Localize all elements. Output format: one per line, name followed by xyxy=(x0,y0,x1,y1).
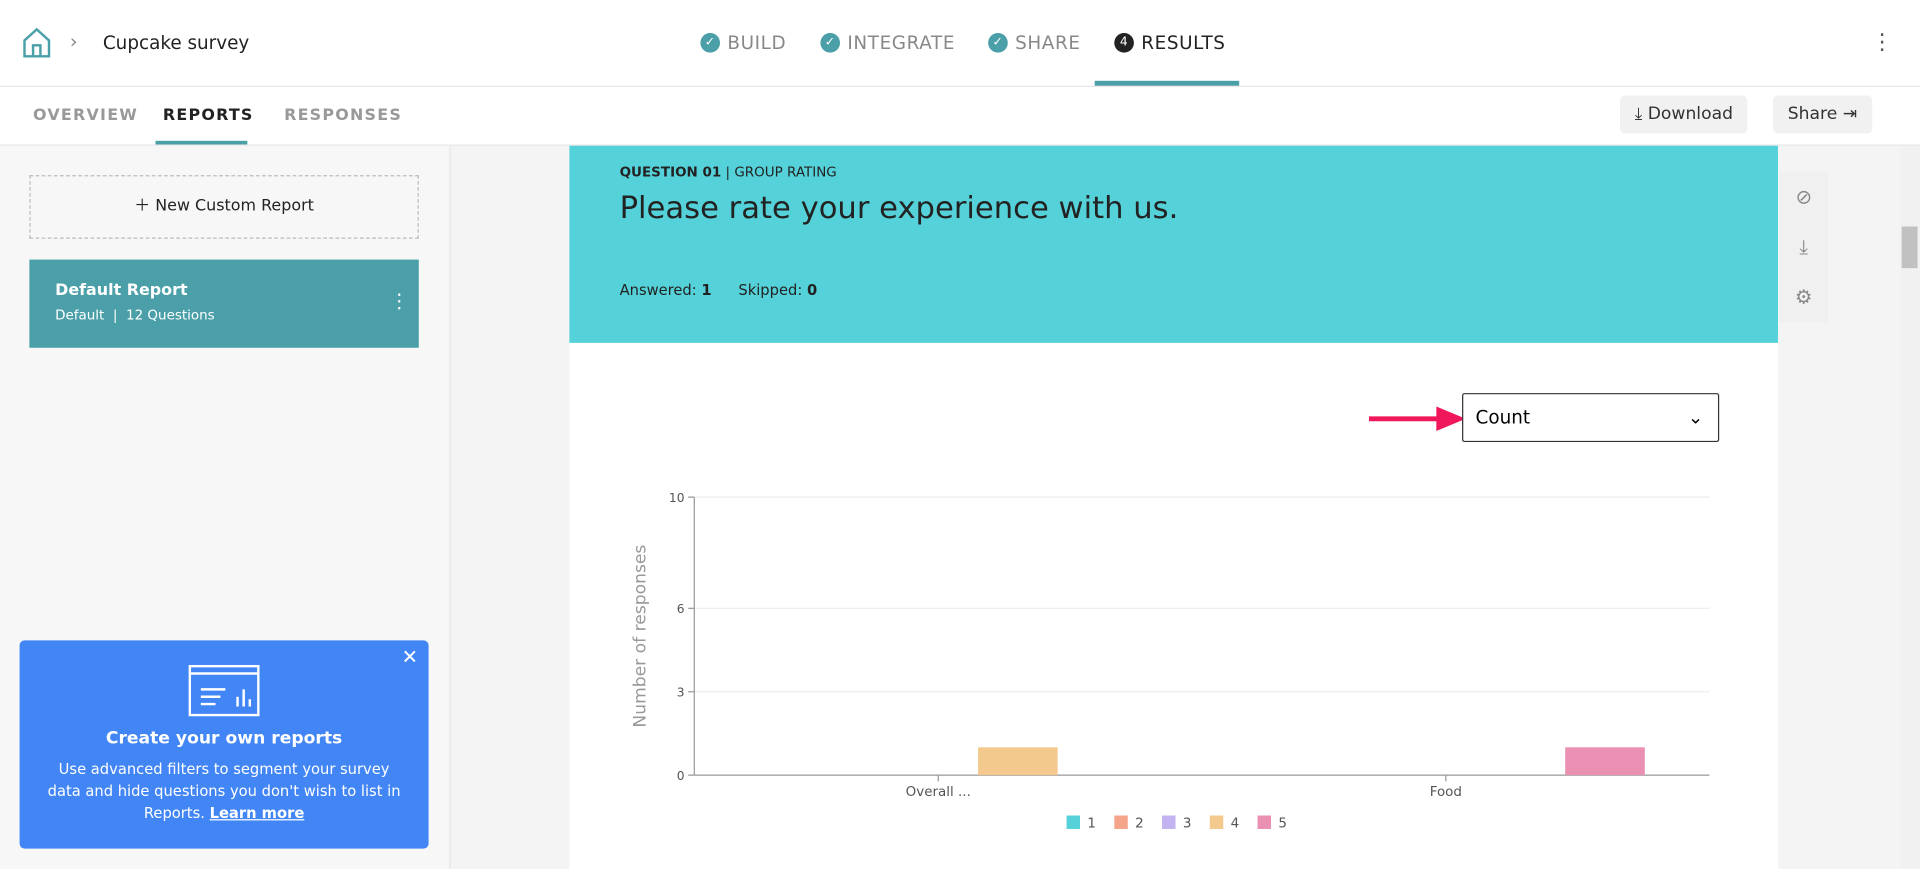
y-tick-label: 6 xyxy=(677,602,685,616)
tab-bar xyxy=(0,86,1920,146)
legend-swatch xyxy=(1066,815,1081,829)
legend-label: 5 xyxy=(1278,817,1287,832)
new-report-button[interactable]: ＋ New Custom Report xyxy=(29,175,419,239)
skipped-label: Skipped: xyxy=(738,281,803,299)
close-button[interactable]: ✕ xyxy=(401,645,419,669)
skipped-value: 0 xyxy=(806,281,818,299)
settings-button[interactable]: ⚙ xyxy=(1794,285,1813,309)
question-type: GROUP RATING xyxy=(734,164,837,181)
promo-title: Create your own reports xyxy=(105,728,343,749)
survey-name[interactable]: Cupcake survey xyxy=(102,31,250,54)
skipped: Skipped: 0 xyxy=(738,282,817,299)
promo-text: Use advanced filters to segment your sur… xyxy=(47,760,401,822)
button-label: New Custom Report xyxy=(155,197,314,216)
promo-body: Use advanced filters to segment your sur… xyxy=(42,758,407,824)
step-label: BUILD xyxy=(727,31,787,54)
home-icon[interactable] xyxy=(22,27,51,59)
step-label: SHARE xyxy=(1015,31,1081,54)
legend-label: 4 xyxy=(1231,817,1240,832)
arrow xyxy=(1368,406,1466,432)
legend-label: 3 xyxy=(1183,817,1192,832)
step[interactable]: ✓ SHARE xyxy=(988,32,1080,54)
y-tick-label: 3 xyxy=(677,686,685,700)
answered-value: 1 xyxy=(701,281,712,299)
share-button[interactable]: Share ⇥ xyxy=(1773,95,1872,134)
legend-label: 2 xyxy=(1135,817,1144,832)
question-tools: ⊘ ⤓ ⚙ xyxy=(1779,171,1829,323)
active-underline xyxy=(1094,80,1240,86)
legend-swatch xyxy=(1162,815,1176,829)
promo-icon xyxy=(188,664,260,717)
report-menu[interactable]: ⋮ xyxy=(389,288,409,313)
tab[interactable]: REPORTS xyxy=(162,106,254,125)
tab[interactable]: OVERVIEW xyxy=(33,106,139,125)
report-card[interactable]: Default Report Default | 12 Questions ⋮ xyxy=(29,259,419,348)
tab[interactable]: RESPONSES xyxy=(284,106,403,125)
question-text: Please rate your experience with us. xyxy=(619,189,1179,226)
tab-underline xyxy=(155,140,248,145)
crumb-sep: › xyxy=(69,29,78,53)
legend-swatch xyxy=(1257,815,1272,829)
question-meta: QUESTION 01 | GROUP RATING xyxy=(619,164,837,181)
report-kind: Default xyxy=(55,307,105,324)
answered-label: Answered: xyxy=(619,281,697,299)
download-button[interactable]: ⤓ Download xyxy=(1620,95,1748,134)
step-label: INTEGRATE xyxy=(847,31,956,54)
hide-button[interactable]: ⊘ xyxy=(1795,184,1812,209)
step[interactable]: ✓ INTEGRATE xyxy=(820,32,955,54)
metric-dropdown[interactable]: Count ⌄ xyxy=(1462,393,1720,443)
y-tick-label: 0 xyxy=(677,769,685,783)
report-meta: Default | 12 Questions xyxy=(55,307,215,324)
learn-more-link[interactable]: Learn more xyxy=(209,804,305,822)
step-label: RESULTS xyxy=(1141,31,1226,54)
menu-dots[interactable]: ⋮ xyxy=(1871,29,1894,56)
button-label: Share xyxy=(1787,104,1838,124)
x-tick-label: Overall ... xyxy=(906,785,971,800)
bar xyxy=(978,747,1058,776)
chart: Number of responses 0 3 6 10 Overall ... Food 1… xyxy=(630,491,1710,832)
x-tick-label: Food xyxy=(1430,785,1462,800)
step[interactable]: ✓ BUILD xyxy=(700,32,786,54)
bar xyxy=(1565,747,1645,776)
question-label: QUESTION 01 xyxy=(619,164,722,181)
report-count: 12 Questions xyxy=(126,307,215,324)
y-axis-title: Number of responses xyxy=(630,545,650,728)
scroll-thumb[interactable] xyxy=(1901,226,1918,269)
step[interactable]: 4 RESULTS xyxy=(1114,32,1225,54)
scrollbar xyxy=(1900,145,1920,869)
dropdown-value: Count xyxy=(1475,406,1531,429)
legend-swatch xyxy=(1209,815,1224,829)
legend-swatch xyxy=(1114,815,1128,829)
button-label: Download xyxy=(1647,104,1733,124)
sidebar: ＋ New Custom Report Default Report Defau… xyxy=(0,145,451,869)
download-icon[interactable]: ⤓ xyxy=(1799,235,1809,259)
question-header: QUESTION 01 | GROUP RATING Please rate y… xyxy=(569,145,1778,343)
y-tick-label: 10 xyxy=(669,491,685,505)
step-number: 4 xyxy=(1114,33,1134,53)
legend-label: 1 xyxy=(1087,817,1096,832)
top-bar: › Cupcake survey ✓ BUILD ✓ INTEGRATE ✓ SHAR… xyxy=(0,0,1920,87)
report-title: Default Report xyxy=(55,281,188,301)
answered: Answered: 1 xyxy=(620,282,712,299)
promo-card: ✕ Create your own reports Use advanced f… xyxy=(19,640,429,849)
